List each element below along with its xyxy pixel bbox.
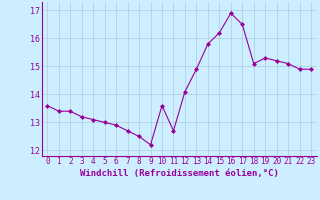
X-axis label: Windchill (Refroidissement éolien,°C): Windchill (Refroidissement éolien,°C) <box>80 169 279 178</box>
